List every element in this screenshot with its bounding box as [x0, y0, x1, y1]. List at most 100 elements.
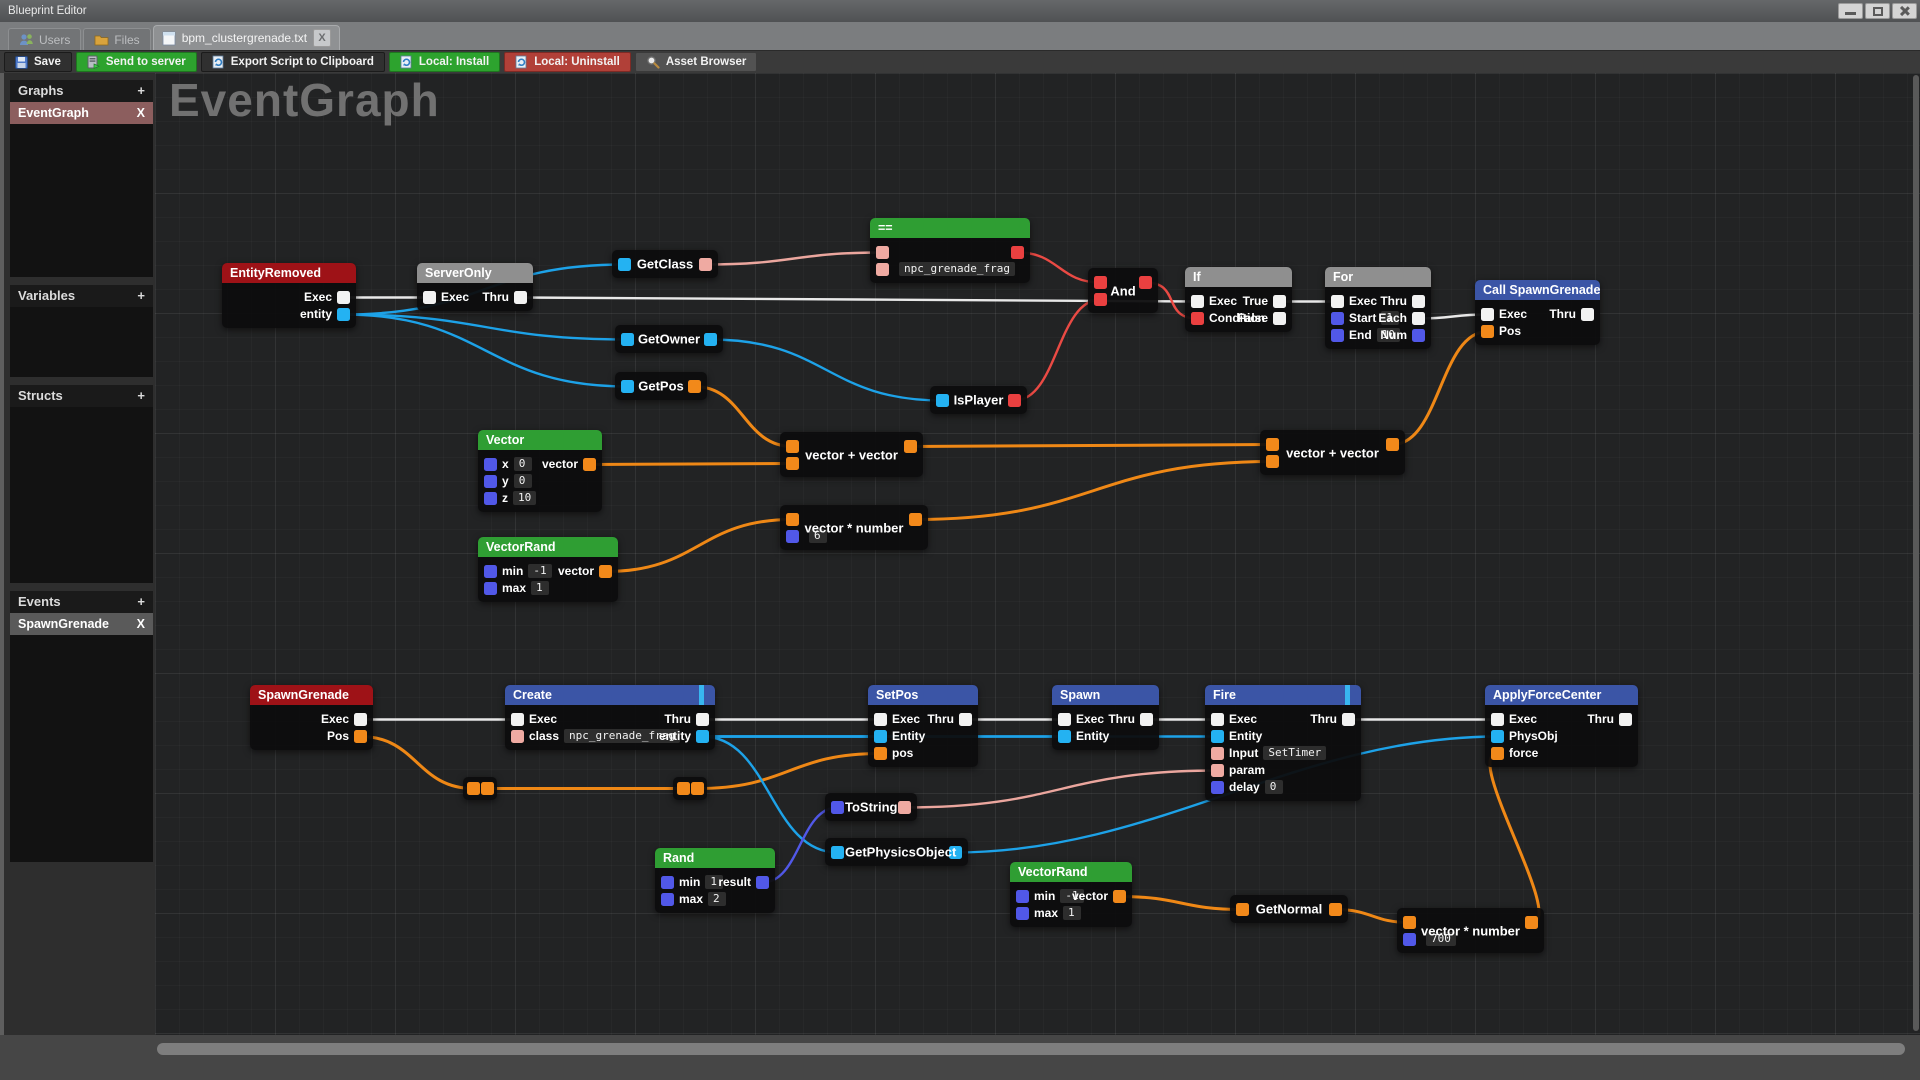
- close-button[interactable]: [1892, 3, 1917, 19]
- node-getnormal[interactable]: GetNormal: [1230, 895, 1348, 923]
- pin-exec-output[interactable]: [1140, 713, 1153, 726]
- pin-exec-input[interactable]: [1058, 713, 1071, 726]
- pin-exec-input[interactable]: [1481, 308, 1494, 321]
- pin-exec-output[interactable]: [1581, 308, 1594, 321]
- value-field[interactable]: SetTimer: [1263, 746, 1327, 760]
- pin-number-input[interactable]: [484, 475, 497, 488]
- tab-file-active[interactable]: bpm_clustergrenade.txt X: [152, 25, 341, 50]
- pin-exec-output[interactable]: [1412, 312, 1425, 325]
- pin-exec-output[interactable]: [696, 713, 709, 726]
- node-getowner[interactable]: GetOwner: [615, 325, 723, 353]
- pin-entity-input[interactable]: [874, 730, 887, 743]
- pin-vector-in[interactable]: [677, 782, 690, 795]
- value-field[interactable]: 2: [708, 892, 727, 906]
- pin-vector-out[interactable]: [690, 782, 704, 795]
- pin-exec-output[interactable]: [1273, 312, 1286, 325]
- pin-vector-output[interactable]: [1329, 903, 1342, 916]
- pin-entity-input[interactable]: [618, 258, 631, 271]
- pin-number-input[interactable]: [1016, 907, 1029, 920]
- pin-vector-output[interactable]: [1386, 438, 1399, 451]
- add-variable-button[interactable]: +: [137, 288, 145, 303]
- pin-vector-input[interactable]: [874, 747, 887, 760]
- node-vector1[interactable]: Vector x 0 vector y 0 z 10: [478, 430, 602, 512]
- pin-entity-input[interactable]: [1058, 730, 1071, 743]
- pin-string-input[interactable]: [511, 730, 524, 743]
- node-addvec2[interactable]: vector + vector: [1260, 430, 1405, 475]
- value-field[interactable]: -1: [528, 564, 552, 578]
- node-callspawn[interactable]: Call SpawnGrenade Exec Thru Pos: [1475, 280, 1600, 345]
- pin-number-input[interactable]: [1211, 781, 1224, 794]
- node-vectorrand2[interactable]: VectorRand min -1 vector max 1: [1010, 862, 1132, 927]
- pin-exec-input[interactable]: [1191, 295, 1204, 308]
- pin-entity-input[interactable]: [621, 333, 634, 346]
- pin-number-input[interactable]: [484, 492, 497, 505]
- pin-number-input[interactable]: [786, 530, 799, 543]
- pin-entity-input[interactable]: [831, 846, 844, 859]
- node-setpos[interactable]: SetPos Exec Thru Entity pos: [868, 685, 978, 767]
- pin-exec-output[interactable]: [959, 713, 972, 726]
- pin-vector-input[interactable]: [786, 440, 799, 453]
- local-uninstall-button[interactable]: Local: Uninstall: [504, 52, 631, 72]
- node-vectorrand1[interactable]: VectorRand min -1 vector max 1: [478, 537, 618, 602]
- value-field[interactable]: 10: [1376, 328, 1400, 342]
- pin-entity-output[interactable]: [949, 846, 962, 859]
- pin-exec-input[interactable]: [1211, 713, 1224, 726]
- pin-entity-input[interactable]: [936, 394, 949, 407]
- pin-number-input[interactable]: [1331, 312, 1344, 325]
- node-if[interactable]: If Exec True Condition False: [1185, 267, 1292, 332]
- node-applyforce[interactable]: ApplyForceCenter Exec Thru PhysObj force: [1485, 685, 1638, 767]
- spawngrenade-close-button[interactable]: X: [136, 617, 145, 631]
- pin-number-input[interactable]: [661, 876, 674, 889]
- pin-exec-input[interactable]: [1331, 295, 1344, 308]
- node-mulvec2[interactable]: 700 vector * number: [1397, 908, 1544, 953]
- pin-vector-input[interactable]: [1236, 903, 1249, 916]
- node-knot1[interactable]: [463, 777, 497, 800]
- node-addvec1[interactable]: vector + vector: [780, 432, 923, 477]
- pin-number-output[interactable]: [756, 876, 769, 889]
- export-clipboard-button[interactable]: Export Script to Clipboard: [200, 52, 385, 72]
- pin-vector-input[interactable]: [786, 457, 799, 470]
- pin-exec-input[interactable]: [511, 713, 524, 726]
- sidebar-item-eventgraph[interactable]: EventGraph X: [10, 102, 153, 124]
- pin-exec-output[interactable]: [1619, 713, 1632, 726]
- graph-canvas[interactable]: EventGraph EntityRemoved Exec entity Server…: [155, 73, 1920, 1035]
- pin-exec-input[interactable]: [1491, 713, 1504, 726]
- node-getclass[interactable]: GetClass: [612, 250, 718, 278]
- save-button[interactable]: Save: [4, 52, 72, 72]
- value-field[interactable]: 1: [531, 581, 550, 595]
- pin-bool-input[interactable]: [1191, 312, 1204, 325]
- pin-string-input[interactable]: [876, 263, 889, 276]
- pin-vector-output[interactable]: [1113, 890, 1126, 903]
- pin-entity-input[interactable]: [1211, 730, 1224, 743]
- pin-exec-input[interactable]: [423, 291, 436, 304]
- pin-exec-input[interactable]: [874, 713, 887, 726]
- node-create[interactable]: Create Exec Thru class npc_grenade_frag entit…: [505, 685, 715, 750]
- pin-number-input[interactable]: [1403, 933, 1416, 946]
- canvas-horizontal-scrollbar[interactable]: [157, 1043, 1905, 1055]
- local-install-button[interactable]: Local: Install: [388, 52, 501, 72]
- pin-bool-output[interactable]: [1008, 394, 1021, 407]
- asset-browser-button[interactable]: Asset Browser: [634, 52, 758, 72]
- pin-number-input[interactable]: [484, 582, 497, 595]
- node-for[interactable]: For Exec Thru Start 1 Each End 10 Num: [1325, 267, 1431, 349]
- pin-entity-input[interactable]: [621, 380, 634, 393]
- pin-vector-output[interactable]: [904, 440, 917, 453]
- value-field[interactable]: 10: [513, 491, 537, 505]
- sidebar-scrollbar[interactable]: [0, 73, 4, 1035]
- node-eq[interactable]: == npc_grenade_frag: [870, 218, 1030, 283]
- pin-bool-output[interactable]: [1139, 276, 1152, 289]
- node-isplayer[interactable]: IsPlayer: [930, 386, 1027, 414]
- value-field[interactable]: 0: [513, 474, 532, 488]
- pin-number-input[interactable]: [484, 458, 497, 471]
- value-field[interactable]: -1: [1060, 889, 1084, 903]
- eventgraph-close-button[interactable]: X: [136, 106, 145, 120]
- pin-vector-output[interactable]: [354, 730, 367, 743]
- pin-exec-output[interactable]: [337, 291, 350, 304]
- node-fire[interactable]: Fire Exec Thru Entity Input SetTimer param dela…: [1205, 685, 1361, 801]
- sidebar-item-spawngrenade[interactable]: SpawnGrenade X: [10, 613, 153, 635]
- pin-vector-input[interactable]: [786, 513, 799, 526]
- pin-bool-input[interactable]: [1094, 276, 1107, 289]
- canvas-vertical-scrollbar[interactable]: [1913, 75, 1919, 1031]
- tab-files[interactable]: Files: [83, 28, 151, 50]
- maximize-button[interactable]: [1865, 3, 1890, 19]
